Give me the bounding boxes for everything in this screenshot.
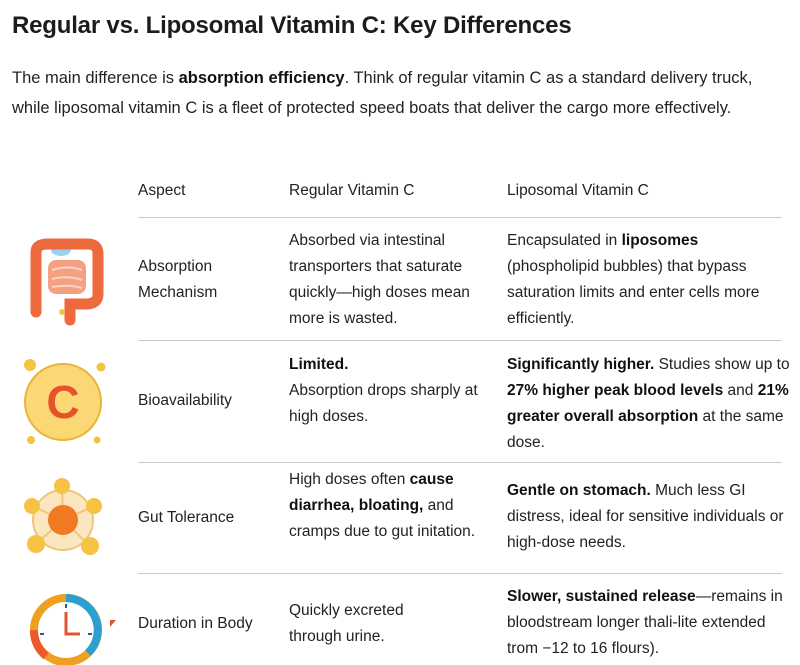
vitamin-c-icon: C — [24, 359, 106, 444]
intro-emphasis: absorption efficiency — [178, 69, 345, 87]
liposomal-bioavailability: Significantly higher. Studies show up to… — [507, 352, 792, 456]
cell-emphasis: cause diarrhea, bloating, — [289, 471, 454, 514]
cell-text: Studies show up to — [654, 356, 790, 373]
liposome-molecule-icon — [24, 478, 102, 555]
liposomal-duration-in-body: Slower, sustained release—remains in blo… — [507, 584, 787, 662]
cell-emphasis: Limited. — [289, 356, 349, 373]
divider — [138, 217, 782, 218]
intro-text-rest: . Think of regular vitamin C as a standa… — [12, 69, 753, 117]
cell-text: Encapsulated in — [507, 232, 622, 249]
cell-text: Quickly excreted through urine. — [289, 602, 404, 645]
intestine-icon — [30, 238, 104, 326]
cell-emphasis: Significantly higher. — [507, 356, 655, 373]
cell-emphasis: 27% higher peak blood levels — [507, 382, 724, 399]
cell-text: (phospholipid bubbles) that bypass satur… — [507, 258, 760, 327]
divider — [138, 340, 782, 341]
aspect-absorption-mechanism: Absorption Mechanism — [138, 258, 218, 301]
clock-icon — [30, 594, 116, 665]
intro-text: The main difference is — [12, 69, 179, 87]
svg-text:C: C — [46, 376, 79, 428]
divider — [138, 462, 782, 463]
aspect-gut-tolerance: Gut Tolerance — [138, 509, 235, 526]
cell-text: —remains in bloodstream longer thali-lit… — [507, 588, 783, 657]
header-regular: Regular Vitamin C — [289, 182, 415, 199]
cell-text: Absorbed via intestinal transporters tha… — [289, 232, 470, 327]
cell-text: Absorption drops sharply at high doses. — [289, 382, 478, 425]
liposomal-absorption-mechanism: Encapsulated in liposomes (phospholipid … — [507, 228, 792, 332]
cell-emphasis: liposomes — [621, 232, 699, 249]
cell-emphasis: 21% greater overall absorption — [507, 382, 789, 425]
cell-text: and cramps due to gut initation. — [289, 497, 476, 540]
aspect-duration-in-body: Duration in Body — [138, 615, 253, 632]
cell-emphasis: Gentle on stomach. — [507, 482, 651, 499]
regular-absorption-mechanism: Absorbed via intestinal transporters tha… — [289, 228, 495, 332]
cell-text: at the same dose. — [507, 408, 784, 451]
liposomal-gut-tolerance: Gentle on stomach. Much less GI distress… — [507, 478, 792, 556]
regular-duration-in-body: Quickly excreted through urine. — [289, 598, 429, 650]
cell-text: High doses often — [289, 471, 410, 488]
divider — [138, 573, 782, 574]
regular-bioavailability: Limited. Absorption drops sharply at high… — [289, 352, 495, 430]
aspect-bioavailability: Bioavailability — [138, 392, 232, 409]
cell-text: and — [723, 382, 758, 399]
cell-text: Much less GI distress, ideal for sensiti… — [507, 482, 784, 551]
header-liposomal: Liposomal Vitamin C — [507, 182, 649, 199]
intro-paragraph: The main difference is absorption effici… — [12, 64, 782, 123]
page-title: Regular vs. Liposomal Vitamin C: Key Dif… — [12, 12, 572, 39]
header-aspect: Aspect — [138, 182, 186, 199]
cell-emphasis: Slower, sustained release — [507, 588, 696, 605]
regular-gut-tolerance: High doses often cause diarrhea, bloatin… — [289, 467, 485, 545]
